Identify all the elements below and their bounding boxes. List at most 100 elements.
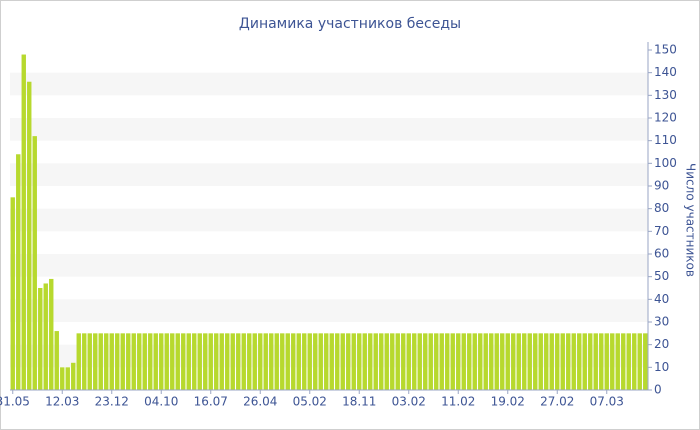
bar <box>571 333 576 390</box>
bar <box>461 333 466 390</box>
bar <box>527 333 532 390</box>
bar <box>252 333 257 390</box>
bar <box>511 333 516 390</box>
bar <box>324 333 329 390</box>
bar <box>335 333 340 390</box>
bar <box>593 333 598 390</box>
grid-band <box>10 163 648 186</box>
bar <box>313 333 318 390</box>
bar <box>621 333 626 390</box>
bar <box>104 333 109 390</box>
y-axis-label: Число участников <box>684 163 698 277</box>
bar <box>373 333 378 390</box>
bar <box>318 333 323 390</box>
y-tick-label: 80 <box>654 201 669 215</box>
bar <box>236 333 241 390</box>
bar <box>43 283 48 390</box>
x-tick-label: 27.02 <box>540 395 574 409</box>
bar <box>362 333 367 390</box>
bar <box>423 333 428 390</box>
bar <box>494 333 499 390</box>
bar <box>87 333 92 390</box>
bar <box>456 333 461 390</box>
bar <box>131 333 136 390</box>
y-tick-label: 50 <box>654 269 669 283</box>
bar <box>296 333 301 390</box>
bar <box>291 333 296 390</box>
bar <box>450 333 455 390</box>
bar <box>533 333 538 390</box>
bar <box>142 333 147 390</box>
bar <box>32 136 37 390</box>
bar <box>274 333 279 390</box>
bar <box>49 278 54 390</box>
y-tick-label: 100 <box>654 156 677 170</box>
bar <box>395 333 400 390</box>
bar <box>65 367 70 390</box>
bar <box>390 333 395 390</box>
bar <box>615 333 620 390</box>
bar <box>637 333 642 390</box>
y-tick-label: 20 <box>654 337 669 351</box>
bar <box>208 333 213 390</box>
bar <box>351 333 356 390</box>
bar <box>54 331 59 390</box>
bar <box>610 333 615 390</box>
y-tick-label: 150 <box>654 43 677 57</box>
bar <box>401 333 406 390</box>
bar <box>483 333 488 390</box>
bar <box>214 333 219 390</box>
bar <box>60 367 65 390</box>
bar <box>379 333 384 390</box>
bar <box>538 333 543 390</box>
bar <box>544 333 549 390</box>
bar <box>21 54 26 391</box>
bar <box>445 333 450 390</box>
bar <box>346 333 351 390</box>
bar <box>357 333 362 390</box>
bar <box>247 333 252 390</box>
bar <box>582 333 587 390</box>
bar <box>307 333 312 390</box>
y-tick-label: 30 <box>654 315 669 329</box>
bar <box>109 333 114 390</box>
bar <box>467 333 472 390</box>
bar <box>280 333 285 390</box>
bar <box>258 333 263 390</box>
bar <box>412 333 417 390</box>
bar <box>120 333 125 390</box>
x-tick-label: 05.02 <box>293 395 327 409</box>
bar <box>406 333 411 390</box>
bar <box>632 333 637 390</box>
grid-band <box>10 208 648 232</box>
x-tick-label: 03.02 <box>392 395 426 409</box>
x-tick-label: 18.11 <box>342 395 376 409</box>
bar <box>16 154 21 390</box>
bar <box>10 197 15 390</box>
y-tick-label: 110 <box>654 133 677 147</box>
bar <box>197 333 202 390</box>
bar <box>27 81 32 390</box>
grid-band <box>10 72 648 96</box>
bar <box>164 333 169 390</box>
bar <box>285 333 290 390</box>
y-tick-label: 90 <box>654 179 669 193</box>
bar <box>384 333 389 390</box>
bar <box>522 333 527 390</box>
x-tick-label: 12.03 <box>45 395 79 409</box>
x-tick-label: 23.12 <box>95 395 129 409</box>
bar <box>434 333 439 390</box>
chart-title: Динамика участников беседы <box>239 16 461 32</box>
x-tick-label: 26.04 <box>243 395 277 409</box>
bar <box>148 333 153 390</box>
bar <box>269 333 274 390</box>
bar <box>555 333 560 390</box>
bar <box>203 333 208 390</box>
bar <box>241 333 246 390</box>
bar <box>115 333 120 390</box>
x-tick-label: 31.05 <box>0 395 30 409</box>
bar <box>181 333 186 390</box>
bar <box>98 333 103 390</box>
